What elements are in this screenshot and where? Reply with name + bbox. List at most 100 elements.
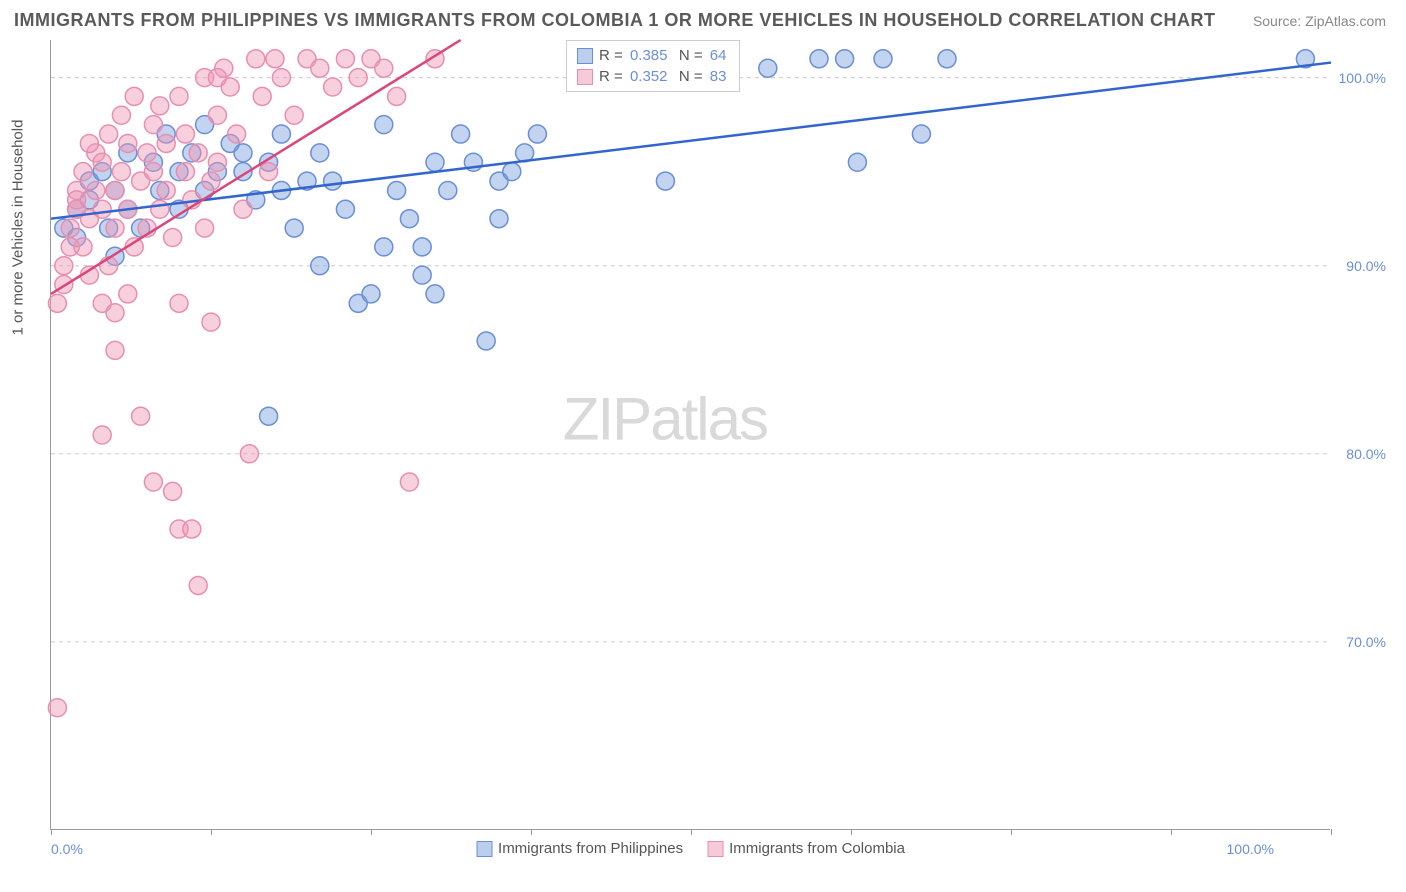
x-tick <box>1011 829 1012 835</box>
scatter-point <box>400 473 418 491</box>
x-tick <box>1171 829 1172 835</box>
swatch-icon <box>476 841 492 857</box>
scatter-point <box>208 69 226 87</box>
scatter-point <box>228 125 246 143</box>
correlation-legend: R = 0.385 N = 64 R = 0.352 N = 83 <box>566 40 740 92</box>
scatter-point <box>528 125 546 143</box>
x-tick <box>691 829 692 835</box>
scatter-point <box>93 200 111 218</box>
scatter-point <box>151 200 169 218</box>
chart-header: IMMIGRANTS FROM PHILIPPINES VS IMMIGRANT… <box>0 0 1406 36</box>
scatter-point <box>439 181 457 199</box>
scatter-point <box>260 163 278 181</box>
legend-item-philippines: Immigrants from Philippines <box>476 840 683 857</box>
scatter-point <box>87 181 105 199</box>
scatter-point <box>253 87 271 105</box>
swatch-icon <box>707 841 723 857</box>
scatter-point <box>183 520 201 538</box>
legend-label: Immigrants from Colombia <box>729 840 905 857</box>
legend-stats-colombia: R = 0.352 N = 83 <box>599 68 729 85</box>
scatter-point <box>759 59 777 77</box>
scatter-point <box>452 125 470 143</box>
plot-area: ZIPatlas R = 0.385 N = 64 R = 0.352 N = … <box>50 40 1330 830</box>
scatter-point <box>144 163 162 181</box>
scatter-point <box>311 59 329 77</box>
legend-stats-philippines: R = 0.385 N = 64 <box>599 47 729 64</box>
x-tick <box>531 829 532 835</box>
scatter-point <box>61 219 79 237</box>
y-tick-label: 80.0% <box>1346 446 1386 462</box>
scatter-point <box>48 294 66 312</box>
scatter-point <box>477 332 495 350</box>
scatter-point <box>170 87 188 105</box>
scatter-point <box>810 50 828 68</box>
scatter-point <box>426 153 444 171</box>
scatter-point <box>311 257 329 275</box>
scatter-svg <box>51 40 1331 830</box>
scatter-point <box>176 125 194 143</box>
scatter-point <box>260 407 278 425</box>
scatter-point <box>375 59 393 77</box>
scatter-point <box>362 285 380 303</box>
scatter-point <box>208 153 226 171</box>
scatter-point <box>48 699 66 717</box>
scatter-point <box>375 238 393 256</box>
scatter-point <box>285 219 303 237</box>
scatter-point <box>74 163 92 181</box>
scatter-point <box>151 97 169 115</box>
scatter-point <box>112 163 130 181</box>
scatter-point <box>272 125 290 143</box>
scatter-point <box>375 116 393 134</box>
scatter-point <box>112 106 130 124</box>
scatter-point <box>106 219 124 237</box>
legend-item-colombia: Immigrants from Colombia <box>707 840 905 857</box>
scatter-point <box>413 266 431 284</box>
scatter-point <box>176 163 194 181</box>
legend-label: Immigrants from Philippines <box>498 840 683 857</box>
scatter-point <box>349 69 367 87</box>
scatter-point <box>240 445 258 463</box>
scatter-point <box>848 153 866 171</box>
x-axis-min-label: 0.0% <box>51 841 83 857</box>
scatter-point <box>106 181 124 199</box>
scatter-point <box>336 50 354 68</box>
x-tick <box>1331 829 1332 835</box>
scatter-point <box>202 313 220 331</box>
scatter-point <box>311 144 329 162</box>
scatter-point <box>157 134 175 152</box>
trend-line <box>51 40 461 294</box>
chart-title: IMMIGRANTS FROM PHILIPPINES VS IMMIGRANT… <box>14 10 1216 31</box>
scatter-point <box>266 50 284 68</box>
legend-row-colombia: R = 0.352 N = 83 <box>577 66 729 87</box>
scatter-point <box>400 210 418 228</box>
scatter-point <box>247 50 265 68</box>
swatch-icon <box>577 69 593 85</box>
scatter-point <box>170 294 188 312</box>
scatter-point <box>324 78 342 96</box>
scatter-point <box>388 87 406 105</box>
scatter-point <box>55 257 73 275</box>
scatter-point <box>144 473 162 491</box>
scatter-point <box>938 50 956 68</box>
scatter-point <box>138 144 156 162</box>
scatter-point <box>324 172 342 190</box>
scatter-point <box>413 238 431 256</box>
legend-row-philippines: R = 0.385 N = 64 <box>577 45 729 66</box>
scatter-point <box>503 163 521 181</box>
y-tick-label: 70.0% <box>1346 634 1386 650</box>
scatter-point <box>106 341 124 359</box>
scatter-point <box>656 172 674 190</box>
scatter-point <box>208 106 226 124</box>
scatter-point <box>100 125 118 143</box>
scatter-point <box>189 144 207 162</box>
scatter-point <box>234 200 252 218</box>
scatter-point <box>202 172 220 190</box>
scatter-point <box>426 285 444 303</box>
scatter-point <box>93 153 111 171</box>
scatter-point <box>119 285 137 303</box>
scatter-point <box>164 482 182 500</box>
x-tick <box>851 829 852 835</box>
swatch-icon <box>577 48 593 64</box>
scatter-point <box>132 407 150 425</box>
scatter-point <box>836 50 854 68</box>
